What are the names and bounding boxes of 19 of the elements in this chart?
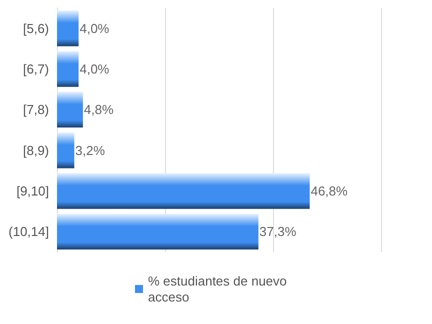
bar [57,214,258,250]
bar [57,132,74,168]
y-tick-label: [7,8) [22,102,49,118]
legend-label: % estudiantes de nuevo acceso [148,274,290,304]
data-label: 3,2% [75,142,106,158]
y-tick-label: [5,6) [22,20,49,36]
y-tick-label: (10,14] [8,224,49,240]
bar [57,10,79,46]
data-label: 4,0% [80,62,110,76]
data-label: 37,3% [259,224,297,240]
y-tick-label: [8,9) [22,142,49,158]
bar [57,51,79,87]
data-label: 46,8% [310,184,348,198]
data-label: 4,0% [80,20,110,36]
bar [57,92,83,128]
y-tick-label: [6,7) [22,62,49,76]
data-label: 4,8% [84,102,114,118]
y-tick-label: [9,10] [16,184,49,198]
bar [57,173,310,209]
